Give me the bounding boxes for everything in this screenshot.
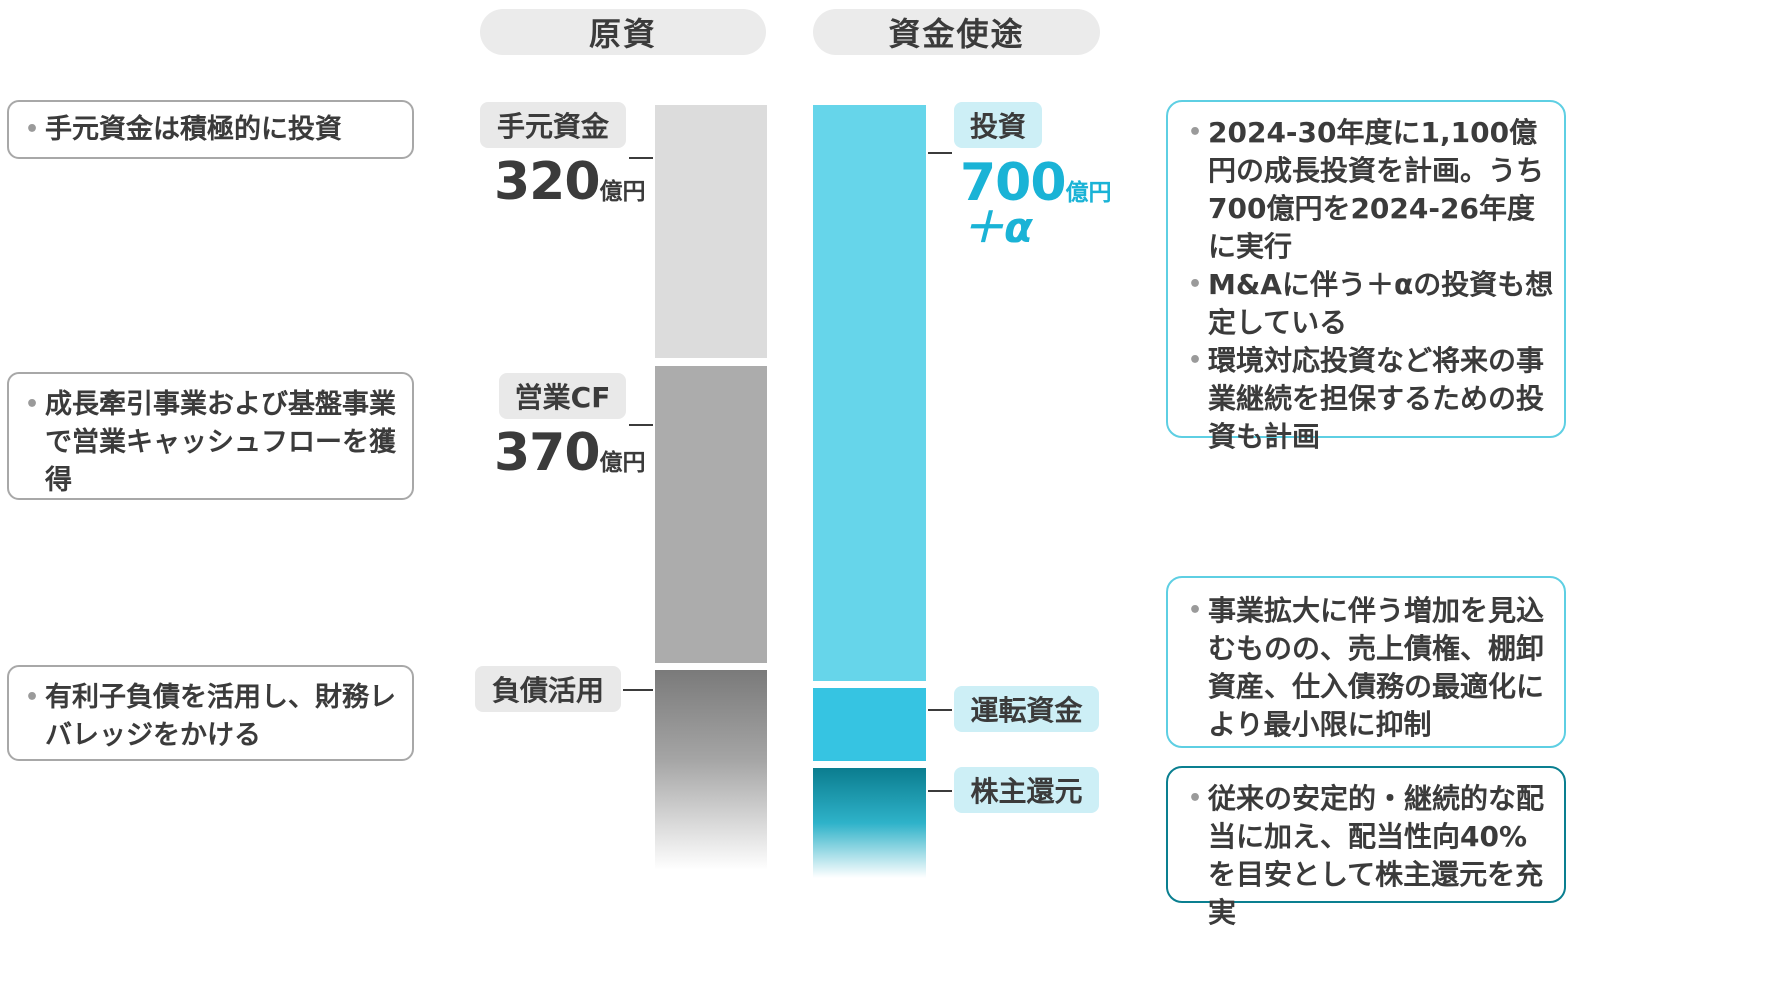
note-cash: 手元資金は積極的に投資 [7, 100, 414, 159]
value-investment: 700億円 [960, 153, 1112, 213]
label-shareholder-return: 株主還元 [954, 767, 1099, 813]
label-operating-cf: 営業CF [499, 373, 626, 419]
label-debt: 負債活用 [475, 666, 621, 712]
bar-shareholder-return [813, 768, 926, 878]
value-cash: 320億円 [494, 152, 646, 212]
connector-debt [623, 689, 653, 691]
connector-shareholder-return [928, 790, 952, 792]
connector-cash [629, 157, 653, 159]
label-cash: 手元資金 [480, 102, 626, 148]
note-investment-item-2: M&Aに伴う＋αの投資も想定している [1188, 266, 1554, 342]
connector-investment [928, 152, 952, 154]
note-working-capital: 事業拡大に伴う増加を見込むものの、売上債権、棚卸資産、仕入債務の最適化により最小… [1166, 576, 1566, 748]
note-working-capital-item-1: 事業拡大に伴う増加を見込むものの、売上債権、棚卸資産、仕入債務の最適化により最小… [1188, 592, 1554, 744]
connector-operating-cf [629, 424, 653, 426]
label-working-capital: 運転資金 [954, 686, 1099, 732]
value-investment-plus: ＋α [962, 203, 1033, 252]
bar-working-capital [813, 688, 926, 761]
bar-debt [655, 670, 767, 870]
value-operating-cf: 370億円 [494, 423, 646, 483]
uses-header: 資金使途 [813, 9, 1100, 55]
note-investment-item-3: 環境対応投資など将来の事業継続を担保するための投資も計画 [1188, 342, 1554, 456]
bar-cash [655, 105, 767, 358]
note-investment-item-1: 2024-30年度に1,100億円の成長投資を計画。うち700億円を2024-2… [1188, 114, 1554, 266]
bar-operating-cf [655, 366, 767, 663]
note-operating-cf: 成長牽引事業および基盤事業で営業キャッシュフローを獲得 [7, 372, 414, 500]
note-shareholder-return: 従来の安定的・継続的な配当に加え、配当性向40%を目安として株主還元を充実 [1166, 766, 1566, 929]
note-debt: 有利子負債を活用し、財務レバレッジをかける [7, 665, 414, 761]
label-investment: 投資 [954, 102, 1042, 148]
sources-header: 原資 [480, 9, 766, 55]
note-debt-text: 有利子負債を活用し、財務レバレッジをかける [25, 679, 396, 755]
note-operating-cf-text: 成長牽引事業および基盤事業で営業キャッシュフローを獲得 [25, 386, 396, 500]
bar-investment [813, 105, 926, 681]
note-shareholder-return-item-1: 従来の安定的・継続的な配当に加え、配当性向40%を目安として株主還元を充実 [1188, 780, 1554, 932]
note-investment: 2024-30年度に1,100億円の成長投資を計画。うち700億円を2024-2… [1166, 100, 1566, 453]
connector-working-capital [928, 709, 952, 711]
note-cash-text: 手元資金は積極的に投資 [25, 111, 396, 149]
